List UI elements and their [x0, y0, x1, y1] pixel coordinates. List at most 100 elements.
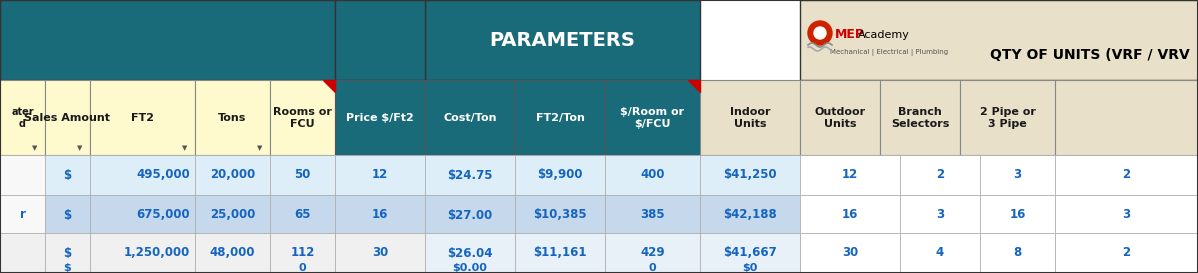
Bar [0, 155, 46, 195]
Bar [515, 233, 605, 273]
Bar [270, 80, 335, 155]
Text: ▼: ▼ [32, 145, 37, 151]
Bar [605, 155, 700, 195]
Bar [800, 195, 900, 235]
Text: Indoor
Units: Indoor Units [730, 107, 770, 129]
Bar [335, 155, 425, 195]
Text: FT2: FT2 [131, 113, 155, 123]
Bar [1055, 195, 1198, 235]
Bar [700, 155, 800, 195]
Bar [700, 233, 800, 273]
Bar [46, 233, 90, 273]
Text: 0: 0 [648, 263, 657, 273]
Text: ater
d: ater d [11, 107, 34, 129]
Bar [270, 233, 335, 273]
Polygon shape [323, 80, 335, 92]
Text: 3: 3 [936, 209, 944, 221]
Bar [800, 80, 881, 155]
Text: $41,667: $41,667 [724, 247, 776, 260]
Text: r: r [19, 209, 25, 221]
Bar [960, 80, 1055, 155]
Circle shape [813, 27, 825, 39]
Text: $: $ [63, 247, 72, 260]
Text: 429: 429 [640, 247, 665, 260]
Text: $: $ [63, 263, 72, 273]
Bar [800, 0, 1198, 80]
Text: $9,900: $9,900 [537, 168, 582, 182]
Bar [515, 80, 605, 155]
Bar [335, 195, 425, 235]
Circle shape [807, 21, 831, 45]
Bar [1055, 80, 1198, 155]
Text: $41,250: $41,250 [724, 168, 776, 182]
Text: $11,161: $11,161 [533, 247, 587, 260]
Text: $0: $0 [743, 263, 757, 273]
Text: 1,250,000: 1,250,000 [123, 247, 190, 260]
Text: 12: 12 [371, 168, 388, 182]
Bar [195, 195, 270, 235]
Bar [605, 233, 700, 273]
Text: 8: 8 [1014, 247, 1022, 260]
Bar [1055, 155, 1198, 195]
Text: Rooms or
FCU: Rooms or FCU [273, 107, 332, 129]
Bar [425, 233, 515, 273]
Bar [46, 233, 90, 273]
Bar [425, 233, 515, 273]
Text: $42,188: $42,188 [724, 209, 776, 221]
Text: $26.04: $26.04 [447, 247, 492, 260]
Text: Tons: Tons [218, 113, 247, 123]
Bar [335, 0, 425, 80]
Text: 385: 385 [640, 209, 665, 221]
Bar [270, 155, 335, 195]
Text: Mechanical | Electrical | Plumbing: Mechanical | Electrical | Plumbing [830, 49, 948, 55]
Bar [195, 80, 270, 155]
Bar [90, 195, 195, 235]
Bar [800, 233, 900, 273]
Text: ▼: ▼ [78, 145, 83, 151]
Text: FT2/Ton: FT2/Ton [536, 113, 585, 123]
Bar [515, 233, 605, 273]
Text: 675,000: 675,000 [137, 209, 190, 221]
Text: 50: 50 [295, 168, 310, 182]
Text: 65: 65 [295, 209, 310, 221]
Bar [980, 155, 1055, 195]
Text: Branch
Selectors: Branch Selectors [891, 107, 949, 129]
Bar [46, 195, 90, 235]
Polygon shape [688, 80, 700, 92]
Bar [0, 195, 46, 235]
Bar [1055, 233, 1198, 273]
Text: $10,385: $10,385 [533, 209, 587, 221]
Text: $27.00: $27.00 [447, 209, 492, 221]
Bar [700, 80, 800, 155]
Text: 3: 3 [1123, 209, 1131, 221]
Bar [900, 155, 980, 195]
Bar [515, 155, 605, 195]
Text: $/Room or
$/FCU: $/Room or $/FCU [621, 107, 684, 129]
Bar [270, 195, 335, 235]
Bar [425, 80, 515, 155]
Bar [605, 233, 700, 273]
Text: MEP: MEP [835, 28, 865, 41]
Text: 12: 12 [842, 168, 858, 182]
Bar [0, 233, 46, 273]
Bar [800, 233, 900, 273]
Bar [425, 195, 515, 235]
Bar [270, 233, 335, 273]
Bar [0, 0, 335, 80]
Text: $: $ [63, 209, 72, 221]
Text: 25,000: 25,000 [210, 209, 255, 221]
Bar [0, 233, 46, 273]
Text: $: $ [63, 168, 72, 182]
Text: 400: 400 [640, 168, 665, 182]
Text: 0: 0 [298, 263, 307, 273]
Bar [195, 233, 270, 273]
Text: 16: 16 [1009, 209, 1025, 221]
Bar [700, 195, 800, 235]
Bar [900, 195, 980, 235]
Bar [980, 233, 1055, 273]
Text: 30: 30 [371, 247, 388, 260]
Bar [46, 155, 90, 195]
Text: QTY OF UNITS (VRF / VRV: QTY OF UNITS (VRF / VRV [990, 48, 1190, 62]
Text: 3: 3 [1014, 168, 1022, 182]
Bar [980, 233, 1055, 273]
